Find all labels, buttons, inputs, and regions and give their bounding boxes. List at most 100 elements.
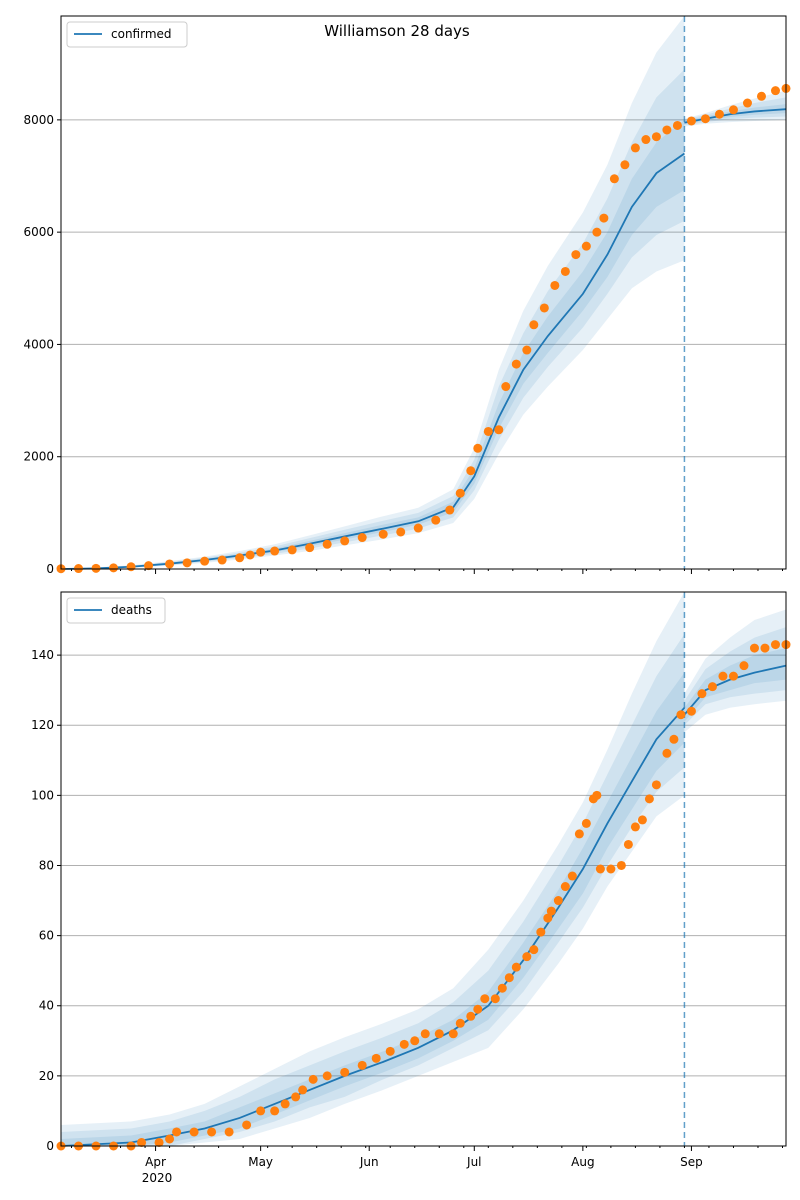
observed-point bbox=[749, 643, 759, 653]
y-tick-label: 80 bbox=[39, 858, 54, 872]
model-fit-band-3 bbox=[61, 672, 685, 1146]
observed-point bbox=[340, 1067, 350, 1077]
observed-point bbox=[245, 550, 255, 560]
year-label: 2020 bbox=[142, 1171, 173, 1185]
observed-point bbox=[592, 227, 602, 237]
observed-point bbox=[144, 561, 154, 571]
axes-frame bbox=[60, 591, 787, 1147]
observed-point bbox=[592, 790, 602, 800]
observed-point bbox=[504, 973, 514, 983]
observed-point bbox=[760, 643, 770, 653]
forecast-band-3 bbox=[684, 648, 786, 722]
observed-point bbox=[396, 527, 406, 537]
observed-point bbox=[718, 671, 728, 681]
observed-point bbox=[756, 91, 766, 101]
observed-point bbox=[256, 1106, 266, 1116]
observed-point bbox=[448, 1029, 458, 1039]
legend-box bbox=[66, 597, 166, 624]
y-tick-label: 20 bbox=[39, 1069, 54, 1083]
observed-point bbox=[630, 143, 640, 153]
model-fit-band-2 bbox=[61, 69, 685, 569]
observed-point bbox=[385, 1046, 395, 1056]
observed-point bbox=[480, 994, 490, 1004]
y-tick-label: 8000 bbox=[23, 113, 54, 127]
observed-point bbox=[522, 952, 532, 962]
observed-point bbox=[224, 1127, 234, 1137]
observed-point bbox=[599, 213, 609, 223]
model-fit-line bbox=[60, 707, 686, 1147]
observed-point bbox=[581, 818, 591, 828]
observed-point bbox=[280, 1099, 290, 1109]
x-tick-label: May bbox=[248, 1155, 273, 1169]
observed-point bbox=[742, 98, 752, 108]
legend-label: deaths bbox=[111, 603, 152, 617]
observed-point bbox=[200, 556, 210, 566]
observed-point bbox=[529, 320, 539, 330]
observed-point bbox=[560, 266, 570, 276]
observed-point bbox=[770, 86, 780, 96]
y-tick-label: 6000 bbox=[23, 225, 54, 239]
observed-point bbox=[473, 443, 483, 453]
observed-point bbox=[434, 1029, 444, 1039]
observed-point bbox=[595, 864, 605, 874]
observed-point bbox=[728, 105, 738, 115]
observed-point bbox=[235, 553, 245, 563]
forecast-line bbox=[684, 108, 787, 124]
observed-point bbox=[466, 1011, 476, 1021]
observed-point bbox=[728, 671, 738, 681]
observed-point bbox=[770, 640, 780, 650]
observed-point bbox=[686, 116, 696, 126]
observed-point bbox=[707, 682, 717, 692]
observed-point bbox=[109, 563, 119, 573]
x-tick-label: Aug bbox=[571, 1155, 594, 1169]
y-tick-label: 40 bbox=[39, 999, 54, 1013]
observed-point bbox=[172, 1127, 182, 1137]
observed-point bbox=[256, 547, 266, 557]
observed-point bbox=[511, 962, 521, 972]
observed-point bbox=[714, 109, 724, 119]
observed-point bbox=[669, 734, 679, 744]
observed-point bbox=[483, 426, 493, 436]
observed-point bbox=[511, 359, 521, 369]
observed-point bbox=[676, 710, 686, 720]
observed-point bbox=[501, 382, 511, 392]
observed-point bbox=[270, 1106, 280, 1116]
forecast-band-1 bbox=[684, 609, 786, 733]
observed-point bbox=[207, 1127, 217, 1137]
observed-point bbox=[553, 896, 563, 906]
observed-point bbox=[466, 466, 476, 476]
forecast-line bbox=[683, 664, 787, 716]
observed-point bbox=[137, 1137, 147, 1147]
observed-point bbox=[641, 135, 651, 145]
y-tick-label: 140 bbox=[31, 648, 54, 662]
observed-point bbox=[739, 661, 749, 671]
observed-point bbox=[270, 546, 280, 556]
observed-point bbox=[697, 689, 707, 699]
observed-point bbox=[567, 871, 577, 881]
observed-point bbox=[165, 1134, 175, 1144]
observed-point bbox=[490, 994, 500, 1004]
observed-point bbox=[91, 563, 101, 573]
observed-point bbox=[165, 559, 175, 569]
observed-point bbox=[700, 114, 710, 124]
x-tick-label: Apr bbox=[145, 1155, 166, 1169]
observed-point bbox=[550, 280, 560, 290]
observed-point bbox=[217, 555, 227, 565]
observed-point bbox=[574, 829, 584, 839]
observed-point bbox=[571, 250, 581, 260]
y-tick-label: 0 bbox=[46, 562, 54, 576]
observed-point bbox=[620, 160, 630, 170]
observed-point bbox=[651, 780, 661, 790]
observed-point bbox=[644, 794, 654, 804]
observed-point bbox=[371, 1053, 381, 1063]
observed-point bbox=[455, 488, 465, 498]
y-tick-label: 2000 bbox=[23, 450, 54, 464]
observed-point bbox=[357, 1060, 367, 1070]
observed-point bbox=[182, 558, 192, 568]
observed-point bbox=[473, 1004, 483, 1014]
y-tick-label: 4000 bbox=[23, 337, 54, 351]
observed-point bbox=[543, 913, 553, 923]
observed-point bbox=[630, 822, 640, 832]
observed-point bbox=[242, 1120, 252, 1130]
model-fit-band-2 bbox=[61, 634, 685, 1146]
